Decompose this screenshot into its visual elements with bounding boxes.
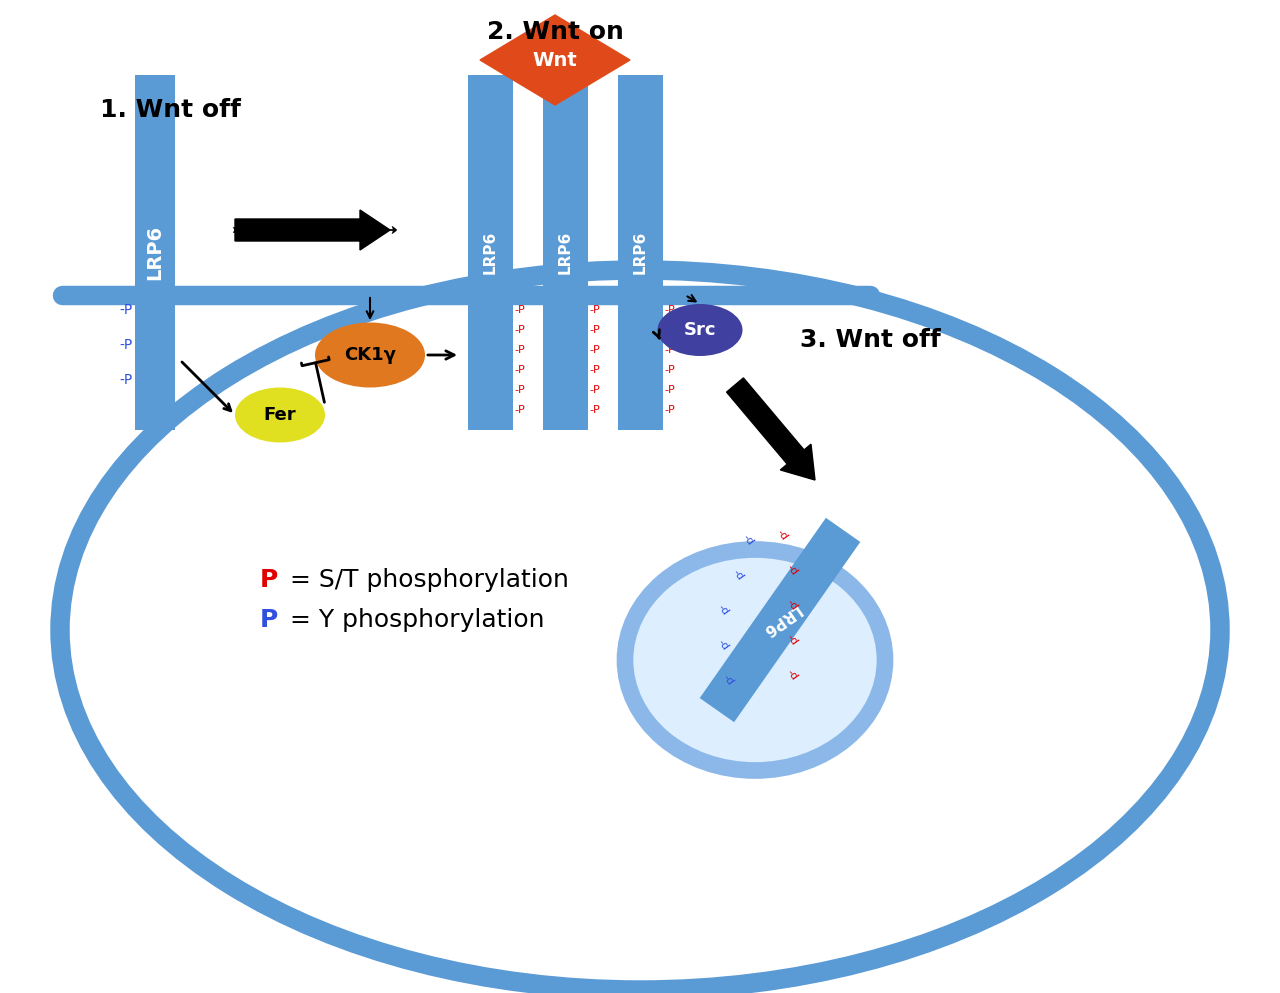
Text: 1. Wnt off: 1. Wnt off <box>100 98 241 122</box>
Text: -P: -P <box>515 305 525 315</box>
FancyBboxPatch shape <box>617 295 663 430</box>
Text: -P: -P <box>515 405 525 415</box>
Text: -d: -d <box>785 667 800 682</box>
Polygon shape <box>480 15 630 105</box>
Text: LRP6: LRP6 <box>558 231 572 274</box>
Text: -P: -P <box>590 305 600 315</box>
Text: -d: -d <box>785 598 800 613</box>
FancyBboxPatch shape <box>543 295 588 430</box>
Text: Fer: Fer <box>264 406 296 424</box>
Text: -d: -d <box>785 633 800 647</box>
Text: 2. Wnt on: 2. Wnt on <box>486 20 623 44</box>
Text: -P: -P <box>120 303 133 317</box>
Text: LRP6: LRP6 <box>758 602 803 638</box>
Text: = S/T phosphorylation: = S/T phosphorylation <box>282 568 568 592</box>
FancyBboxPatch shape <box>467 75 512 295</box>
Text: -P: -P <box>515 345 525 355</box>
Text: -d: -d <box>721 672 735 687</box>
Text: -P: -P <box>515 365 525 375</box>
Text: CK1γ: CK1γ <box>344 346 396 364</box>
Text: P: P <box>260 568 278 592</box>
Text: P: P <box>260 608 278 632</box>
Text: LRP6: LRP6 <box>483 231 498 274</box>
Ellipse shape <box>658 304 742 356</box>
Text: -P: -P <box>664 305 676 315</box>
Text: LRP6: LRP6 <box>146 225 165 280</box>
Text: -d: -d <box>774 527 790 542</box>
FancyBboxPatch shape <box>700 517 860 722</box>
Text: LRP6: LRP6 <box>632 231 648 274</box>
Ellipse shape <box>236 387 325 443</box>
Text: -P: -P <box>120 373 133 387</box>
FancyArrow shape <box>236 210 390 250</box>
Text: 3. Wnt off: 3. Wnt off <box>800 328 941 352</box>
Text: -P: -P <box>590 365 600 375</box>
Text: -P: -P <box>590 345 600 355</box>
Ellipse shape <box>625 549 884 771</box>
Text: -P: -P <box>590 325 600 335</box>
Text: -d: -d <box>740 532 755 547</box>
Text: -d: -d <box>716 603 730 618</box>
Text: -P: -P <box>590 385 600 395</box>
Text: -P: -P <box>664 365 676 375</box>
Text: -P: -P <box>664 325 676 335</box>
Text: -d: -d <box>716 638 730 652</box>
Text: -P: -P <box>664 385 676 395</box>
Text: Src: Src <box>684 321 717 339</box>
FancyBboxPatch shape <box>617 75 663 295</box>
FancyBboxPatch shape <box>543 75 588 295</box>
Text: -d: -d <box>785 563 800 577</box>
Text: -P: -P <box>515 385 525 395</box>
Text: -P: -P <box>664 345 676 355</box>
Text: -d: -d <box>731 568 745 583</box>
Ellipse shape <box>315 323 425 387</box>
FancyBboxPatch shape <box>134 295 175 430</box>
Text: -P: -P <box>664 405 676 415</box>
FancyBboxPatch shape <box>467 295 512 430</box>
FancyBboxPatch shape <box>134 75 175 295</box>
Text: Wnt: Wnt <box>532 51 577 70</box>
Text: -P: -P <box>590 405 600 415</box>
Text: = Y phosphorylation: = Y phosphorylation <box>282 608 544 632</box>
FancyArrow shape <box>727 378 815 480</box>
Text: -P: -P <box>120 338 133 352</box>
Text: -P: -P <box>515 325 525 335</box>
